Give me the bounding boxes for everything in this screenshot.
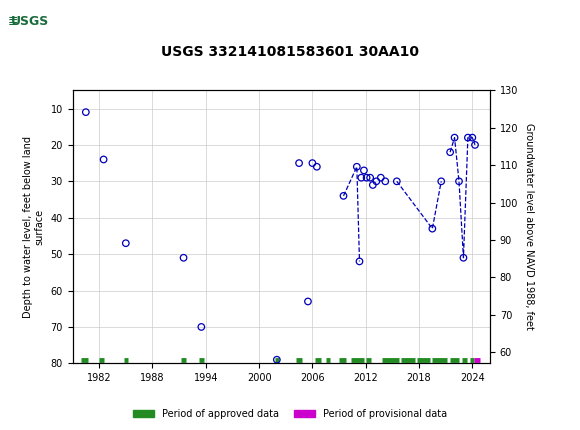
Point [365, 174, 375, 181]
Point [121, 240, 130, 247]
Point [437, 178, 446, 185]
Point [372, 178, 381, 185]
Point [308, 160, 317, 166]
Point [295, 160, 304, 166]
Point [376, 174, 386, 181]
Point [339, 193, 348, 200]
Point [445, 149, 455, 156]
Text: USGS 332141081583601 30AA10: USGS 332141081583601 30AA10 [161, 45, 419, 59]
Point [179, 254, 188, 261]
Point [463, 134, 473, 141]
Point [197, 323, 206, 330]
Point [470, 141, 480, 148]
Point [357, 174, 366, 181]
Point [359, 167, 368, 174]
Point [303, 298, 313, 305]
Point [380, 178, 390, 185]
Point [467, 134, 477, 141]
Bar [3, 3, 58, 40]
Point [362, 174, 371, 181]
Point [99, 156, 108, 163]
Point [459, 254, 468, 261]
Point [312, 163, 321, 170]
Point [454, 178, 463, 185]
Legend: Period of approved data, Period of provisional data: Period of approved data, Period of provi… [129, 405, 451, 423]
Point [392, 178, 401, 185]
Text: USGS: USGS [11, 15, 49, 28]
Point [427, 225, 437, 232]
Point [450, 134, 459, 141]
Point [81, 109, 90, 116]
Text: ≣: ≣ [8, 15, 18, 28]
Point [368, 181, 378, 188]
Point [352, 163, 361, 170]
Y-axis label: Depth to water level, feet below land
surface: Depth to water level, feet below land su… [23, 136, 45, 318]
Y-axis label: Groundwater level above NAVD 1988, feet: Groundwater level above NAVD 1988, feet [524, 123, 534, 330]
Point [355, 258, 364, 265]
Point [272, 356, 281, 363]
